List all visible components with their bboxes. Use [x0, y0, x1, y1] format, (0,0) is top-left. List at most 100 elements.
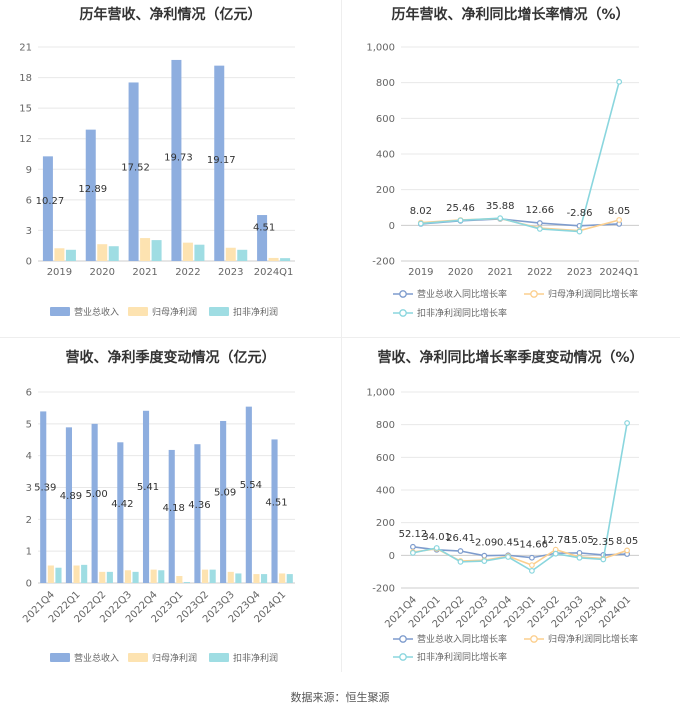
data-point: [528, 562, 535, 569]
bar: [106, 571, 113, 583]
data-point: [616, 217, 623, 223]
data-point: [505, 554, 512, 560]
data-point: [481, 558, 488, 564]
bar: [194, 244, 205, 261]
bar: [257, 215, 268, 261]
chart-svg: -20002004006008001,0002021Q42022Q12022Q2…: [366, 388, 639, 663]
x-tick-label: 2021: [487, 267, 512, 278]
bar: [245, 406, 252, 583]
data-label: -2.09: [471, 538, 497, 549]
legend-label: 营业总收入同比增长率: [417, 288, 507, 300]
legend-swatch: [209, 307, 229, 316]
data-label: 0.45: [497, 537, 519, 548]
bar: [279, 573, 286, 583]
chart-title: 营收、净利同比增长率季度变动情况（%）: [377, 350, 644, 366]
x-tick-label: 2019: [408, 267, 433, 278]
data-point: [528, 554, 535, 561]
y-tick-label: 1,000: [366, 388, 395, 399]
legend-swatch: [128, 653, 148, 662]
bar: [201, 569, 209, 583]
data-label: 5.39: [34, 482, 56, 493]
bar: [271, 439, 278, 583]
data-label: 19.73: [164, 153, 193, 164]
data-point: [409, 543, 416, 550]
bar: [132, 571, 139, 583]
y-tick-label: 3: [26, 226, 32, 237]
y-tick-label: 1: [26, 547, 32, 558]
y-tick-label: 200: [376, 185, 395, 196]
bar: [225, 247, 236, 261]
data-label: 10.27: [36, 196, 65, 207]
bar: [128, 82, 139, 261]
data-label: -2.86: [567, 208, 593, 219]
legend-marker: [530, 290, 538, 298]
x-tick-label: 2023: [218, 267, 243, 278]
legend-swatch: [50, 307, 70, 316]
y-tick-label: 200: [376, 518, 395, 529]
y-tick-label: 800: [376, 420, 395, 431]
legend-swatch: [209, 653, 229, 662]
x-tick-label: 2024Q1: [254, 267, 294, 278]
y-tick-label: 12: [19, 134, 32, 145]
bar: [214, 65, 225, 261]
bar: [237, 249, 248, 261]
y-tick-label: 800: [376, 78, 395, 89]
bar: [286, 574, 293, 583]
data-point: [536, 225, 543, 232]
data-label: 4.89: [60, 491, 82, 502]
y-tick-label: -200: [372, 584, 395, 595]
data-point: [433, 545, 440, 551]
bar: [124, 570, 132, 583]
y-tick-label: 21: [19, 43, 32, 54]
y-tick-label: 600: [376, 453, 395, 464]
data-label: 12.89: [78, 184, 107, 195]
data-point: [457, 217, 464, 224]
legend-label: 扣非净利润: [233, 652, 278, 664]
chart-quarterly-revenue-profit: 营收、净利季度变动情况（亿元） 0 1 2 3 4 5 6 2021Q4 2022Q1 2022Q…: [0, 337, 341, 672]
bar: [168, 449, 175, 583]
chart-svg: -200 0 200 400 600 800 1,000 2019 2020 2021 2022 20…: [366, 43, 639, 320]
y-tick-label: 15: [19, 104, 32, 115]
data-point: [624, 420, 631, 426]
bar: [40, 411, 47, 583]
data-label: 35.88: [486, 201, 515, 212]
data-label: 15.05: [565, 535, 594, 546]
bar: [227, 571, 234, 583]
y-tick-label: 18: [19, 73, 32, 84]
bar: [142, 410, 150, 583]
legend-label: 营业总收入: [74, 652, 119, 664]
legend-label: 归母净利润: [152, 652, 197, 664]
legend-label: 归母净利润: [152, 306, 197, 318]
chart-title: 历年营收、净利情况（亿元）: [79, 7, 262, 23]
data-label: 12.66: [526, 205, 555, 216]
data-point: [600, 556, 607, 563]
bar: [261, 574, 268, 583]
horizontal-divider: [0, 337, 680, 338]
data-label: 4.18: [163, 503, 185, 514]
bar: [253, 574, 260, 583]
y-tick-label: 0: [26, 257, 32, 268]
x-tick-label: 2019: [47, 267, 72, 278]
legend-marker: [399, 635, 407, 643]
data-point: [536, 220, 543, 226]
legend-marker: [399, 653, 407, 661]
data-label: 52.12: [399, 529, 428, 540]
legend-label: 扣非净利润: [233, 306, 278, 318]
data-label: 5.54: [240, 480, 262, 491]
chart-annual-revenue-profit: 历年营收、净利情况（亿元） 0 3 6 9 12 15 18 21 2019 2020 2021 20…: [0, 0, 341, 337]
legend-label: 营业总收入: [74, 306, 119, 318]
data-label: 12.78: [541, 535, 570, 546]
data-label: 34.01: [422, 532, 451, 543]
series-line: [412, 422, 628, 572]
data-label: 8.05: [608, 206, 630, 217]
bar: [99, 571, 106, 583]
x-tick-label: 2021: [132, 267, 157, 278]
bar: [65, 427, 72, 583]
y-tick-label: 1,000: [366, 43, 395, 54]
x-tick-label: 2022: [527, 267, 552, 278]
data-label: 4.51: [253, 222, 275, 233]
y-tick-label: 5: [26, 419, 32, 430]
data-point: [457, 548, 464, 554]
data-point: [497, 215, 504, 222]
data-label: 5.00: [85, 489, 107, 500]
